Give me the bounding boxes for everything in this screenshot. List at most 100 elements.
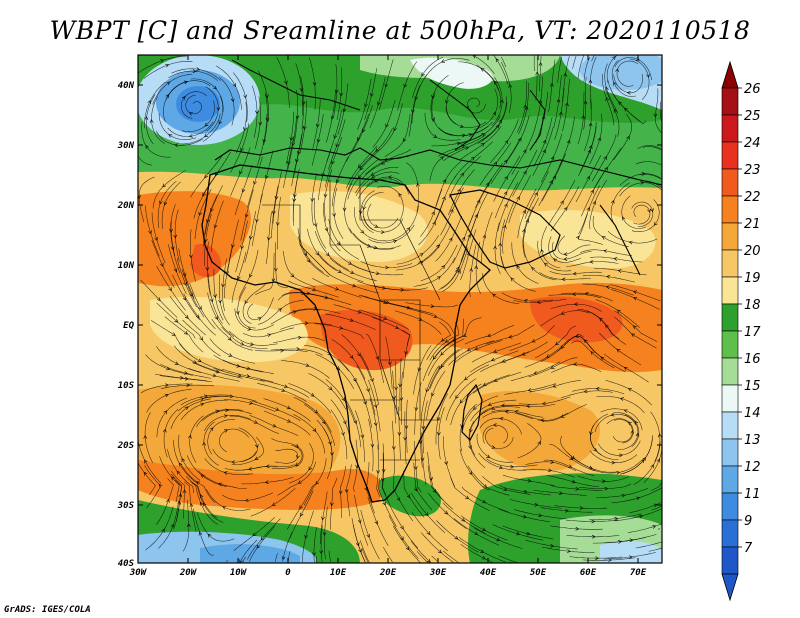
streamline	[446, 82, 464, 125]
streamline	[547, 475, 600, 487]
streamline-arrowhead	[350, 270, 355, 274]
streamline	[491, 409, 544, 418]
streamline-arrowhead	[406, 494, 411, 499]
streamline-arrowhead	[482, 234, 487, 239]
streamline	[535, 91, 549, 144]
streamline	[657, 528, 661, 530]
streamline-arrowhead	[653, 113, 658, 118]
streamline	[481, 211, 493, 264]
streamline-arrowhead	[492, 423, 497, 427]
streamline	[163, 408, 179, 458]
streamline-arrowhead	[591, 534, 596, 539]
streamline-arrowhead	[550, 460, 555, 464]
streamline-arrowhead	[419, 253, 424, 257]
streamline	[471, 342, 522, 363]
streamline-arrowhead	[526, 531, 531, 536]
streamline-arrowhead	[297, 335, 302, 340]
streamline-arrowhead	[588, 122, 593, 127]
streamline-arrowhead	[436, 416, 441, 421]
streamline	[448, 156, 481, 198]
streamline	[138, 157, 152, 166]
streamline	[436, 520, 479, 553]
streamline-arrowhead	[231, 244, 235, 249]
streamline-arrowhead	[148, 230, 152, 235]
streamline	[242, 327, 294, 338]
streamline-arrowhead	[189, 502, 194, 507]
streamline	[435, 215, 463, 262]
streamline-arrowhead	[213, 294, 217, 299]
streamline	[235, 220, 248, 273]
streamline	[571, 340, 615, 369]
streamline	[392, 420, 395, 474]
streamline	[505, 115, 530, 163]
streamline	[443, 121, 493, 137]
streamline	[219, 76, 235, 126]
streamline-arrowhead	[531, 266, 536, 271]
streamline-arrowhead	[404, 425, 409, 430]
streamline	[367, 203, 399, 229]
streamline-arrowhead	[171, 476, 175, 481]
streamline	[517, 423, 542, 459]
streamline	[143, 61, 193, 79]
streamline-arrowhead	[334, 89, 339, 94]
streamline-arrowhead	[210, 208, 214, 213]
streamline	[289, 443, 314, 484]
colorbar-swatch	[721, 114, 739, 143]
streamline	[447, 169, 475, 216]
streamline	[190, 155, 223, 198]
streamline-arrowhead	[377, 101, 381, 106]
streamline	[359, 309, 409, 330]
streamline-arrowhead	[196, 481, 201, 485]
streamline	[611, 487, 662, 504]
streamline	[408, 84, 421, 137]
streamline-arrowhead	[335, 179, 340, 184]
streamline-arrowhead	[321, 172, 326, 177]
streamline	[237, 287, 256, 329]
streamline-arrowhead	[292, 310, 297, 315]
colorbar-label: 12	[744, 460, 761, 475]
streamline	[232, 72, 248, 123]
streamline	[396, 235, 439, 265]
streamline-arrowhead	[480, 549, 485, 553]
streamline	[388, 503, 419, 549]
streamline	[259, 379, 310, 398]
streamline	[228, 330, 278, 346]
streamline	[464, 374, 510, 401]
streamline-arrowhead	[275, 407, 280, 411]
streamline	[428, 348, 460, 391]
streamline	[619, 173, 662, 186]
streamline	[180, 463, 216, 503]
streamline	[660, 101, 662, 122]
streamline-arrowhead	[352, 283, 357, 288]
streamline	[502, 403, 556, 407]
streamline-arrowhead	[145, 145, 150, 150]
streamline	[385, 205, 419, 242]
streamline-arrowhead	[341, 431, 345, 436]
streamline	[460, 515, 508, 541]
streamline	[502, 474, 555, 487]
streamline-arrowhead	[442, 179, 447, 184]
streamline-arrowhead	[336, 366, 340, 371]
streamline-arrowhead	[559, 491, 563, 495]
longitude-axis: 30W 20W 10W 0 10E 20E 30E 40E 50E 60E 70E	[129, 55, 647, 578]
streamline-arrowhead	[355, 464, 360, 469]
colorbar-label: 13	[744, 433, 761, 448]
streamline-arrowhead	[541, 115, 546, 120]
streamline-arrowhead	[342, 207, 347, 212]
streamline-arrowhead	[204, 394, 208, 399]
lat-tick-label: 40S	[118, 559, 135, 569]
streamline-arrowhead	[566, 549, 571, 553]
streamline-arrowhead	[316, 138, 321, 143]
streamline-arrowhead	[348, 261, 353, 265]
streamline	[283, 136, 294, 189]
streamline-arrowhead	[240, 147, 244, 152]
colorbar-swatch	[721, 357, 739, 386]
streamline	[157, 180, 177, 229]
streamline	[294, 89, 298, 143]
streamline-arrowhead	[373, 404, 378, 409]
colorbar-swatch	[721, 195, 739, 224]
streamline	[431, 134, 483, 147]
streamline-arrowhead	[228, 353, 233, 357]
streamline-arrowhead	[215, 369, 220, 374]
streamline	[650, 482, 662, 491]
